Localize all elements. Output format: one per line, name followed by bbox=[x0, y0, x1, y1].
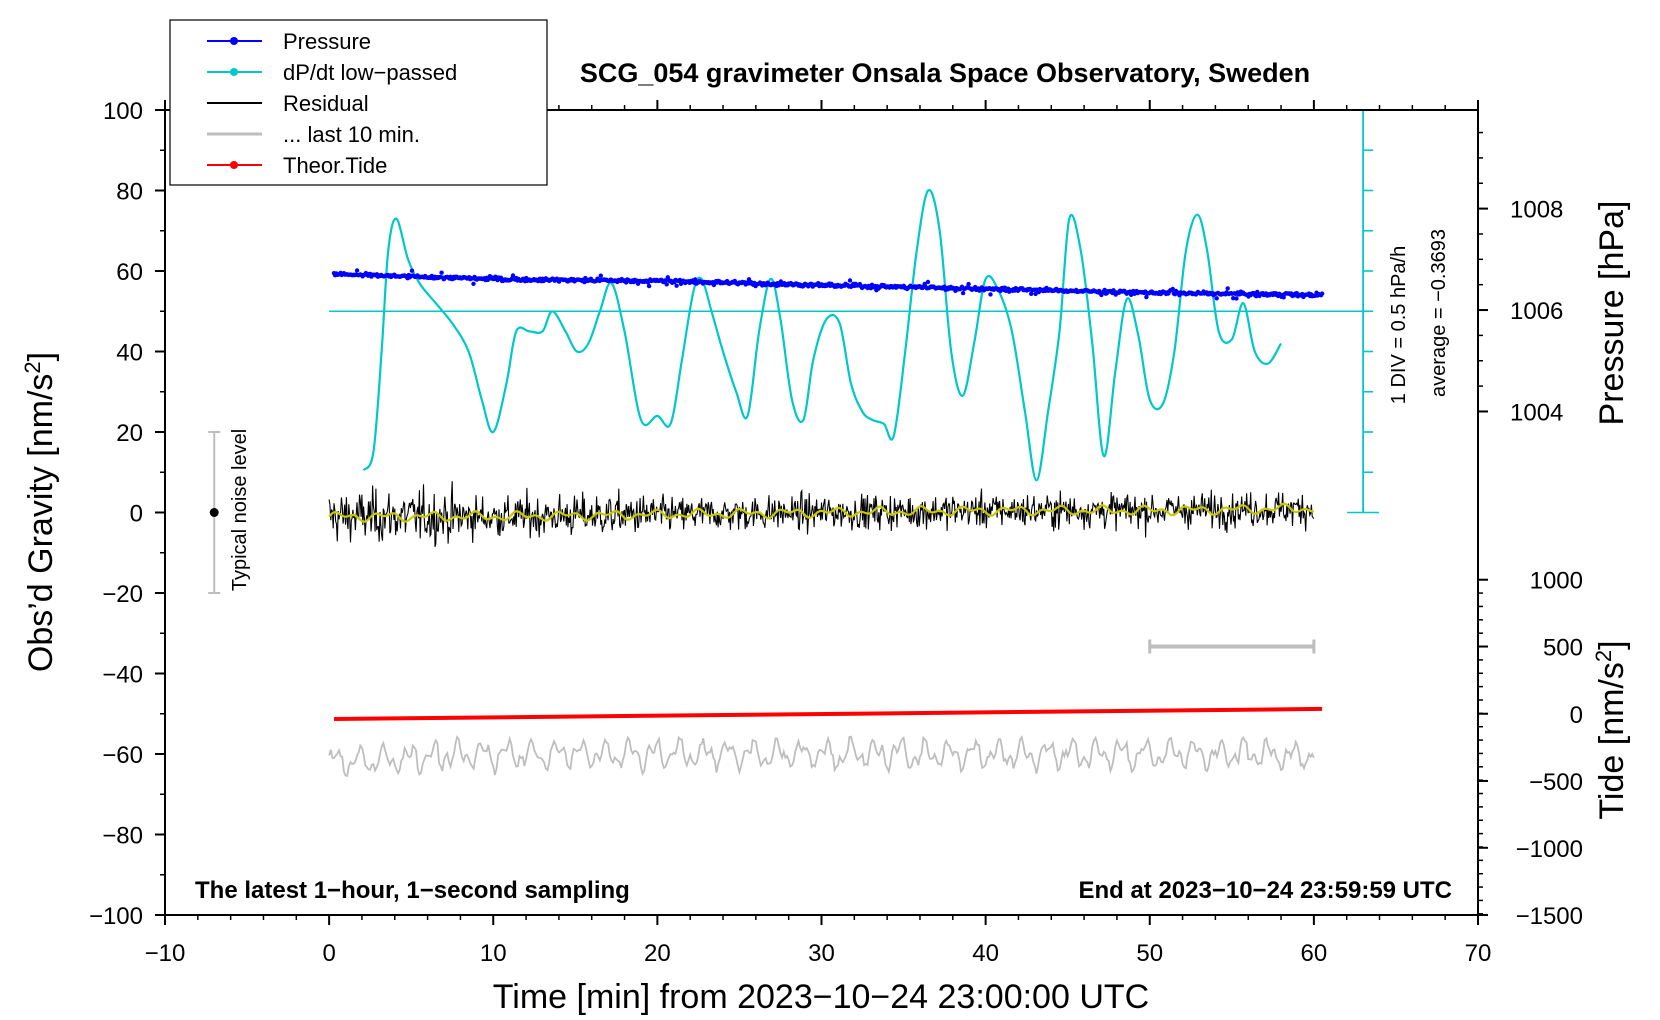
noise-level-center bbox=[209, 508, 219, 517]
pressure-point bbox=[1319, 291, 1325, 296]
y-axis-title-end: ] bbox=[22, 352, 60, 361]
tide-series-line bbox=[334, 706, 1323, 721]
x-tick-label: 70 bbox=[1465, 940, 1492, 967]
pressure-tick-label: 1006 bbox=[1510, 298, 1563, 325]
pressure-axis-title: Pressure [hPa] bbox=[1593, 201, 1631, 426]
pressure-point bbox=[925, 279, 931, 285]
legend-marker bbox=[230, 161, 238, 169]
pressure-point bbox=[1231, 296, 1236, 301]
dpdt-division-label: 1 DIV = 0.5 hPa/h bbox=[1388, 246, 1410, 404]
pressure-point bbox=[966, 281, 971, 287]
legend-marker bbox=[230, 68, 238, 76]
pressure-point bbox=[1225, 286, 1230, 291]
y-tick-label: 20 bbox=[116, 420, 143, 447]
x-tick-label: 40 bbox=[972, 940, 999, 967]
tide-tick-label: 1000 bbox=[1530, 568, 1583, 595]
legend-label: Theor.Tide bbox=[283, 153, 387, 178]
legend-marker bbox=[230, 37, 238, 45]
pressure-point bbox=[354, 268, 360, 273]
x-tick-label: 10 bbox=[480, 940, 507, 967]
pressure-point bbox=[1170, 286, 1176, 292]
pressure-point bbox=[1033, 291, 1038, 297]
sampling-note: The latest 1−hour, 1−second sampling bbox=[195, 877, 630, 904]
pressure-point bbox=[471, 281, 476, 286]
pressure-tick-label: 1008 bbox=[1510, 197, 1563, 224]
y-tick-label: −40 bbox=[102, 662, 143, 689]
x-tick-label: 50 bbox=[1136, 940, 1163, 967]
legend: Pressure dP/dt low−passed Residual ... last… bbox=[169, 19, 548, 186]
pressure-point bbox=[1214, 296, 1219, 301]
y-axis-title: Obs’d Gravity [nm/s2] bbox=[20, 352, 60, 672]
y-tick-label: 40 bbox=[116, 340, 143, 367]
y-tick-label: −100 bbox=[89, 903, 143, 930]
data-layer bbox=[208, 109, 1380, 777]
legend-label: Pressure bbox=[283, 29, 371, 54]
pressure-point bbox=[663, 278, 668, 283]
pressure-point bbox=[1144, 294, 1149, 300]
pressure-point bbox=[510, 273, 516, 278]
x-tick-label: 0 bbox=[322, 940, 335, 967]
tide-axis-title-main: Tide [nm/s bbox=[1593, 662, 1631, 819]
x-tick-label: 20 bbox=[644, 940, 671, 967]
tide-tick-label: −500 bbox=[1529, 769, 1583, 796]
y-tick-label: 80 bbox=[116, 179, 143, 206]
x-tick-label: −10 bbox=[145, 940, 186, 967]
pressure-point bbox=[1029, 291, 1034, 296]
legend-label: dP/dt low−passed bbox=[283, 60, 457, 85]
tide-axis-title-sup: 2 bbox=[1591, 650, 1616, 662]
noise-level-label: Typical noise level bbox=[229, 429, 251, 591]
y-axis-title-sup: 2 bbox=[20, 361, 45, 373]
pressure-point bbox=[1234, 296, 1239, 301]
dpdt-average-label: average = −0.3693 bbox=[1428, 229, 1450, 397]
dpdt-series-line bbox=[362, 189, 1282, 482]
residual-smoothed-line bbox=[328, 502, 1314, 523]
tide-tick-label: 500 bbox=[1543, 635, 1583, 662]
pressure-point bbox=[674, 283, 679, 288]
tide-tick-label: −1000 bbox=[1516, 836, 1583, 863]
y-tick-label: 100 bbox=[103, 98, 143, 125]
pressure-point bbox=[645, 280, 651, 285]
x-tick-label: 30 bbox=[808, 940, 835, 967]
pressure-point bbox=[988, 292, 993, 297]
residual-series-line bbox=[328, 481, 1315, 547]
x-tick-label: 60 bbox=[1301, 940, 1328, 967]
tide-axis-title: Tide [nm/s2] bbox=[1591, 640, 1631, 819]
chart-title: SCG_054 gravimeter Onsala Space Observat… bbox=[580, 58, 1310, 88]
y-tick-label: 0 bbox=[130, 501, 143, 528]
last10-series-line bbox=[328, 735, 1315, 777]
pressure-tick-label: 1004 bbox=[1510, 399, 1563, 426]
y-tick-label: 60 bbox=[116, 259, 143, 286]
pressure-point bbox=[598, 273, 603, 278]
y-axis-title-main: Obs’d Gravity [nm/s bbox=[22, 374, 60, 673]
tide-tick-label: 0 bbox=[1570, 702, 1583, 729]
tide-axis-title-end: ] bbox=[1593, 640, 1631, 649]
pressure-series bbox=[331, 268, 1325, 301]
axes-layer: −10 0 10 20 30 40 50 60 70100806040200−20−40−60−… bbox=[89, 98, 1583, 967]
y-tick-label: −60 bbox=[102, 742, 143, 769]
pressure-point bbox=[439, 270, 444, 275]
legend-label: Residual bbox=[283, 91, 369, 116]
tide-tick-label: −1500 bbox=[1516, 903, 1583, 930]
pressure-point bbox=[646, 283, 652, 289]
pressure-point bbox=[960, 290, 966, 296]
pressure-point bbox=[409, 268, 415, 273]
pressure-point bbox=[847, 278, 853, 283]
legend-label: ... last 10 min. bbox=[283, 122, 420, 147]
x-axis-title: Time [min] from 2023−10−24 23:00:00 UTC bbox=[493, 978, 1149, 1016]
end-time-note: End at 2023−10−24 23:59:59 UTC bbox=[1078, 877, 1452, 904]
pressure-point bbox=[664, 282, 669, 287]
y-tick-label: −20 bbox=[102, 581, 143, 608]
y-tick-label: −80 bbox=[102, 823, 143, 850]
pressure-point bbox=[1102, 287, 1107, 293]
